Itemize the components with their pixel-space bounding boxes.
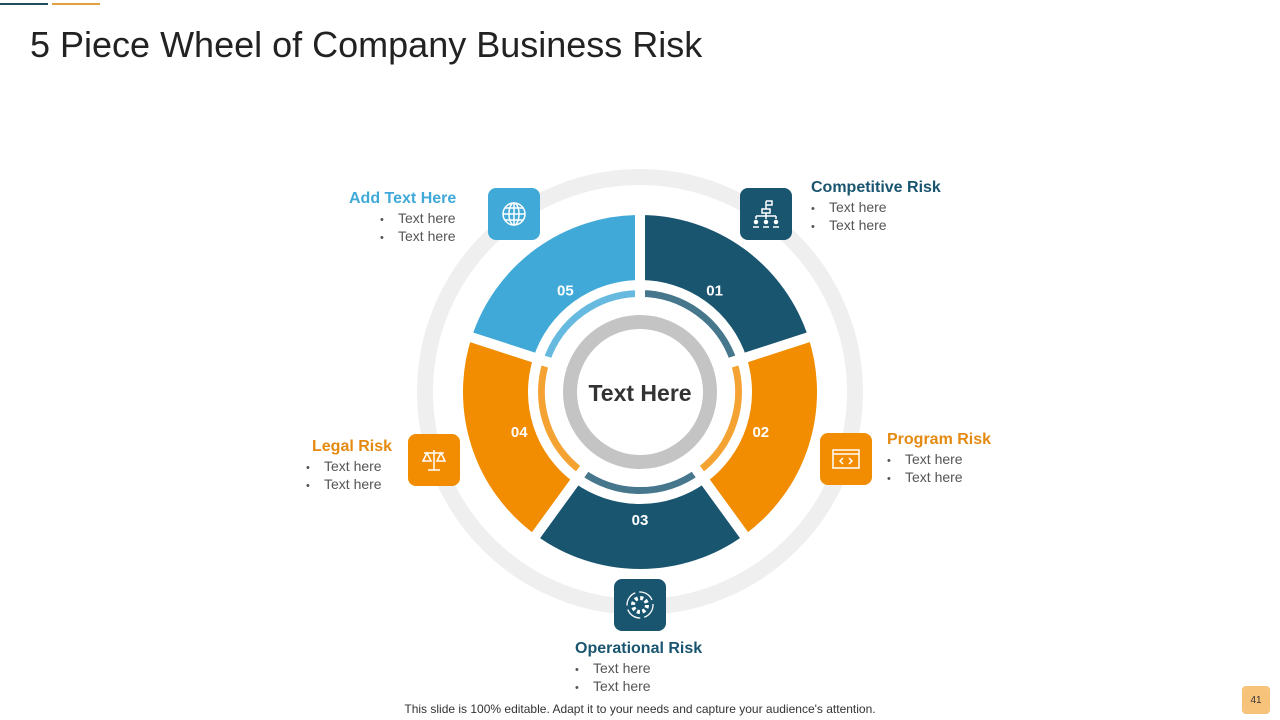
- bullet: Text here: [306, 458, 392, 476]
- bullet: Text here: [306, 476, 392, 494]
- center-ring: [563, 315, 717, 469]
- footer-note: This slide is 100% editable. Adapt it to…: [404, 702, 876, 716]
- icon-box-04: [408, 434, 460, 486]
- label-03: Operational Risk Text hereText here: [575, 640, 702, 696]
- segment-number: 01: [706, 282, 723, 299]
- gear-icon: [626, 591, 654, 619]
- icon-box-02: [820, 433, 872, 485]
- center-text: Text Here: [588, 380, 691, 406]
- label-title: Add Text Here: [349, 190, 457, 207]
- code-window-icon: [832, 449, 860, 469]
- segment-number: 03: [632, 512, 649, 529]
- label-02: Program Risk Text hereText here: [887, 431, 991, 487]
- page-title: 5 Piece Wheel of Company Business Risk: [30, 24, 703, 65]
- accent-line-dark: [0, 3, 48, 5]
- bullet: Text here: [887, 451, 991, 469]
- bullet: Text here: [575, 678, 702, 696]
- bullet: Text here: [811, 199, 941, 217]
- segment-number: 05: [557, 282, 574, 299]
- accent-line-orange: [52, 3, 100, 5]
- bullet: Text here: [575, 660, 702, 678]
- segment-number: 04: [511, 424, 528, 441]
- icon-box-03: [614, 579, 666, 631]
- segment-number: 02: [752, 424, 769, 441]
- scales-icon: [421, 450, 447, 471]
- bullet: Text here: [811, 217, 941, 235]
- bullet: Text here: [887, 469, 991, 487]
- label-title: Competitive Risk: [811, 179, 941, 196]
- label-05: Add Text Here Text hereText here: [349, 190, 456, 246]
- segment-inner-band: [570, 457, 710, 504]
- icon-box-01: [740, 188, 792, 240]
- segment-inner-band: [531, 279, 645, 371]
- org-chart-flag-icon: [753, 200, 779, 228]
- label-title: Program Risk: [887, 431, 992, 448]
- bullet: Text here: [380, 210, 456, 228]
- label-title: Operational Risk: [575, 640, 703, 657]
- label-title: Legal Risk: [312, 438, 393, 455]
- bullet: Text here: [380, 228, 456, 246]
- icon-box-05: [488, 188, 540, 240]
- globe-icon: [502, 202, 526, 226]
- label-04: Legal Risk Text hereText here: [306, 438, 392, 494]
- label-01: Competitive Risk Text hereText here: [811, 179, 941, 235]
- page-number: 41: [1242, 686, 1270, 714]
